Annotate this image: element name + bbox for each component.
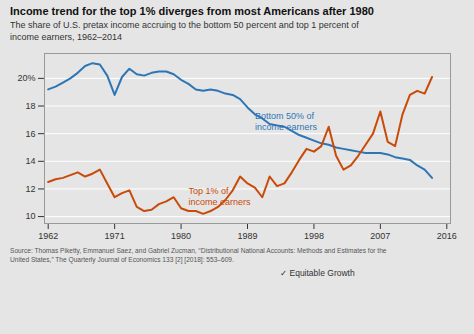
- svg-text:2007: 2007: [370, 231, 390, 241]
- html-text:Source: Thomas Piketty, Emmanu: Source: Thomas Piketty, Emmanuel Saez, a…: [10, 247, 387, 263]
- svg-text:2016: 2016: [437, 231, 457, 241]
- svg-text:10: 10: [25, 212, 35, 222]
- svg-text:1971: 1971: [105, 231, 125, 241]
- svg-text:1998: 1998: [304, 231, 324, 241]
- svg-text:12: 12: [25, 184, 35, 194]
- svg-text:14: 14: [25, 157, 35, 167]
- svg-text:Top 1% ofincome earners: Top 1% ofincome earners: [188, 186, 251, 207]
- html-text:Income trend for the top 1% di: Income trend for the top 1% diverges fro…: [10, 5, 374, 17]
- svg-text:Bottom 50% ofincome earners: Bottom 50% ofincome earners: [255, 112, 318, 133]
- svg-text:1980: 1980: [171, 231, 191, 241]
- svg-text:1989: 1989: [237, 231, 257, 241]
- html-text:The share of U.S. pretax incom: The share of U.S. pretax income accruing…: [10, 20, 359, 42]
- svg-text:16: 16: [25, 129, 35, 139]
- html-text:✓ Equitable Growth: ✓ Equitable Growth: [280, 267, 355, 278]
- svg-text:1962: 1962: [38, 231, 58, 241]
- svg-text:18: 18: [25, 101, 35, 111]
- svg-text:20%: 20%: [17, 74, 35, 84]
